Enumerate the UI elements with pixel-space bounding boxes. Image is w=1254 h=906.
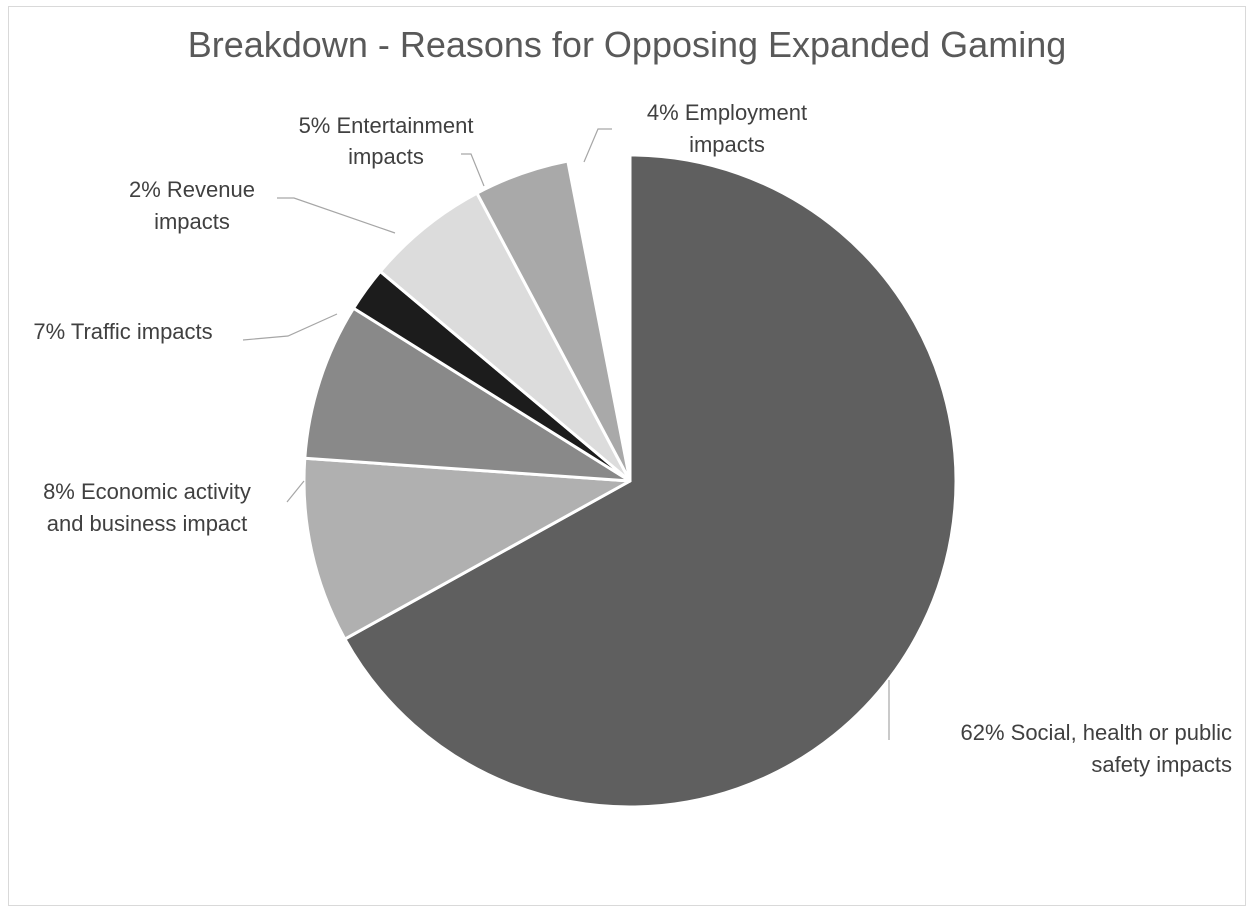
data-label-traffic: 7% Traffic impacts — [33, 319, 212, 344]
leader-line-traffic — [242, 313, 338, 341]
leader-line-entertainment — [461, 153, 485, 187]
slice-entertainment — [378, 191, 632, 483]
data-label-line: 5% Entertainment — [299, 113, 474, 138]
slice-employment — [475, 159, 632, 483]
data-label-line: 4% Employment — [647, 100, 807, 125]
data-label-employment: 4% Employment impacts — [647, 100, 807, 157]
chart-title: Breakdown - Reasons for Opposing Expande… — [187, 24, 1067, 65]
data-label-line: impacts — [348, 144, 424, 169]
data-label-line: and business impact — [47, 511, 248, 536]
data-label-social-health-safety: 62% Social, health or public safety impac… — [961, 720, 1233, 777]
data-label-economic-activity: 8% Economic activity and business impact — [43, 479, 251, 536]
slice-traffic — [303, 306, 632, 483]
slice-economic-activity — [302, 456, 632, 641]
data-label-line: safety impacts — [1091, 752, 1232, 777]
data-label-line: 8% Economic activity — [43, 479, 251, 504]
data-label-line: 7% Traffic impacts — [33, 319, 212, 344]
data-label-line: impacts — [154, 209, 230, 234]
data-label-line: 2% Revenue — [129, 177, 255, 202]
leader-line-revenue — [277, 197, 396, 234]
data-label-line: impacts — [689, 132, 765, 157]
data-label-line: 62% Social, health or public — [961, 720, 1233, 745]
leader-line-economic-activity — [286, 480, 305, 503]
leader-line-employment — [583, 128, 612, 163]
pie-chart: 62% Social, health or public safety impac… — [33, 100, 1233, 809]
data-label-entertainment: 5% Entertainment impacts — [299, 113, 474, 169]
slice-social-health-safety — [343, 153, 958, 809]
data-label-revenue: 2% Revenue impacts — [129, 177, 255, 234]
